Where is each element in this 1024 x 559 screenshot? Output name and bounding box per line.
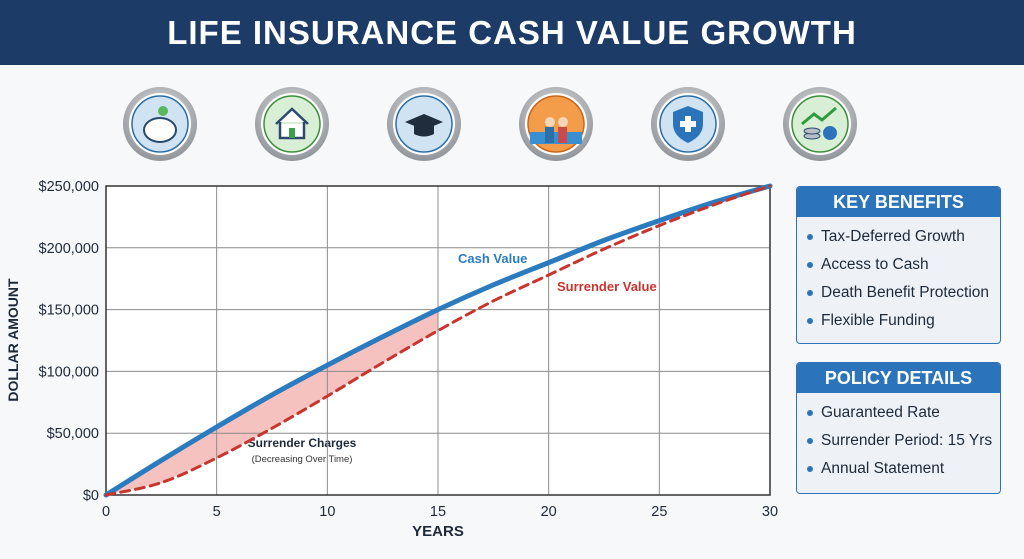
y-tick-label: $0: [83, 488, 99, 504]
panel-title: POLICY DETAILS: [797, 363, 1000, 393]
icon-piggy-bank: [123, 87, 197, 161]
surrender-charge-area: [106, 309, 438, 495]
shaded-region-subtitle: (Decreasing Over Time): [252, 454, 353, 465]
x-tick-label: 10: [319, 504, 335, 520]
panel-item: Tax-Deferred Growth: [797, 223, 1000, 251]
chart: DOLLAR AMOUNT YEARS Surrender Charges (De…: [5, 179, 778, 540]
y-tick-label: $250,000: [39, 179, 99, 195]
panel-item: Access to Cash: [797, 251, 1000, 279]
panel-title: KEY BENEFITS: [797, 187, 1000, 217]
y-tick-label: $100,000: [39, 364, 99, 380]
series-label: Surrender Value: [557, 279, 657, 294]
y-axis-title: DOLLAR AMOUNT: [5, 278, 21, 402]
panel-item: Guaranteed Rate: [797, 399, 1000, 427]
series-label: Cash Value: [458, 251, 527, 266]
panel: POLICY DETAILS Guaranteed Rate Surrender P…: [796, 362, 1001, 494]
x-tick-label: 5: [213, 504, 221, 520]
panel-item: Death Benefit Protection: [797, 279, 1000, 307]
panel-item: Annual Statement: [797, 455, 1000, 483]
x-tick-label: 15: [430, 504, 446, 520]
icon-retirement: [519, 87, 593, 161]
plot-frame: [105, 185, 771, 496]
panel: KEY BENEFITS Tax-Deferred Growth Access to…: [796, 186, 1001, 344]
panel-item: Surrender Period: 15 Yrs: [797, 427, 1000, 455]
series-line: [104, 184, 772, 497]
x-tick-label: 20: [541, 504, 557, 520]
icon-house: [255, 87, 329, 161]
header-title: LIFE INSURANCE CASH VALUE GROWTH: [0, 0, 1024, 65]
series-line: [103, 183, 773, 498]
y-tick-label: $200,000: [39, 241, 99, 257]
x-tick-label: 0: [102, 504, 110, 520]
icon-growth: [783, 87, 857, 161]
panel-item: Flexible Funding: [797, 307, 1000, 335]
x-tick-label: 25: [651, 504, 667, 520]
x-tick-label: 30: [762, 504, 778, 520]
icon-graduation: [387, 87, 461, 161]
icon-shield: [651, 87, 725, 161]
shaded-region-title: Surrender Charges: [248, 436, 357, 450]
x-axis-title: YEARS: [412, 523, 464, 540]
icon-row: [123, 87, 857, 161]
y-tick-label: $50,000: [47, 426, 99, 442]
y-tick-label: $150,000: [39, 303, 99, 319]
